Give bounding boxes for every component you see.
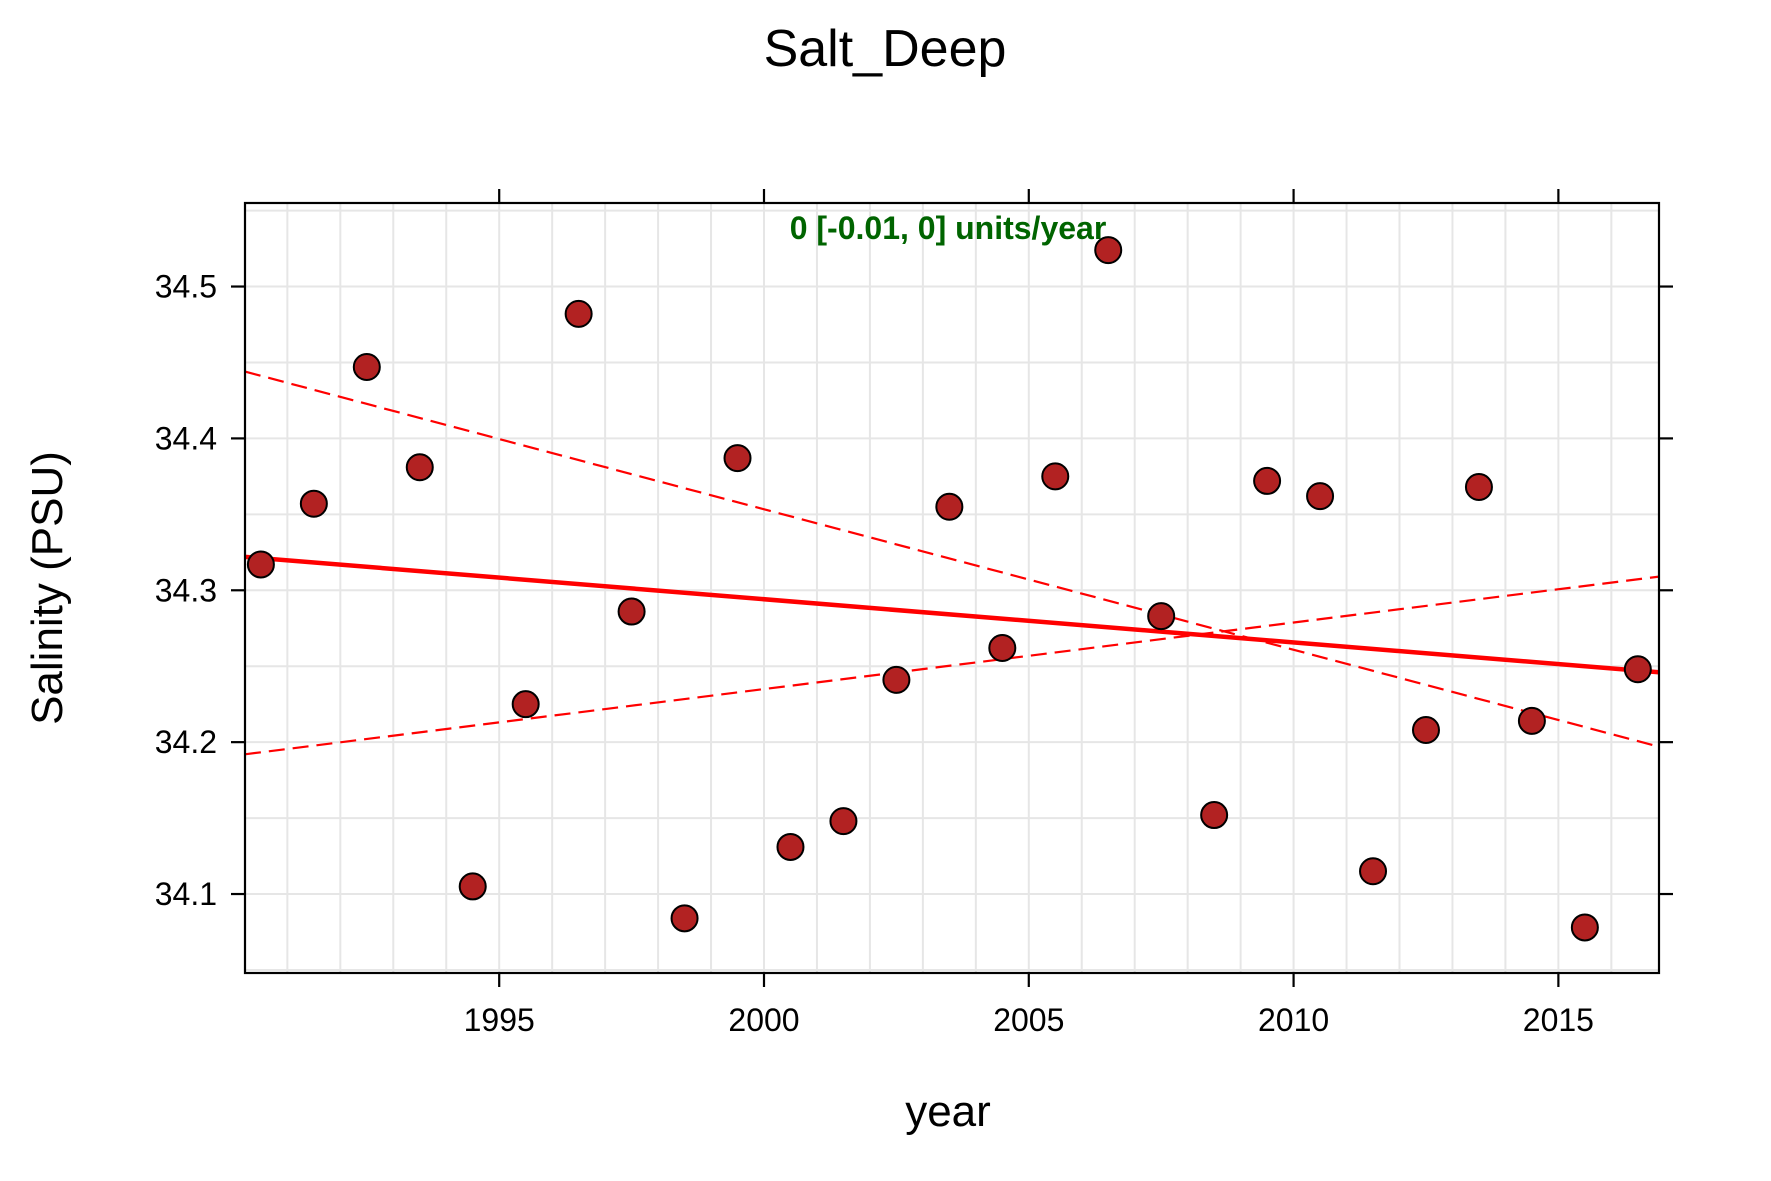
trend-line bbox=[244, 554, 1660, 675]
data-point bbox=[405, 453, 434, 482]
y-tick-label: 34.3 bbox=[155, 572, 217, 608]
data-points bbox=[246, 236, 1652, 942]
x-tick-label: 2010 bbox=[1258, 1002, 1329, 1038]
data-point bbox=[299, 489, 328, 518]
y-tick-label: 34.5 bbox=[155, 269, 217, 305]
data-point bbox=[1094, 236, 1123, 265]
data-point bbox=[352, 353, 381, 382]
data-point bbox=[670, 904, 699, 933]
data-point bbox=[1570, 913, 1599, 942]
chart-title: Salt_Deep bbox=[764, 20, 1007, 78]
data-point bbox=[723, 444, 752, 473]
ci-lower-line bbox=[244, 575, 1660, 756]
ci-upper-line bbox=[244, 370, 1660, 748]
data-point bbox=[511, 690, 540, 719]
data-point bbox=[1253, 466, 1282, 495]
data-point bbox=[935, 492, 964, 521]
data-point bbox=[1306, 482, 1335, 511]
y-tick-label: 34.1 bbox=[155, 876, 217, 912]
x-tick-label: 2000 bbox=[728, 1002, 799, 1038]
data-point bbox=[1411, 716, 1440, 745]
trend-annotation: 0 [-0.01, 0] units/year bbox=[790, 210, 1107, 246]
data-point bbox=[1464, 473, 1493, 502]
data-point bbox=[776, 832, 805, 861]
x-tick-label: 1995 bbox=[464, 1002, 535, 1038]
y-tick-label: 34.2 bbox=[155, 724, 217, 760]
axis-ticks: 1995 2000 2005 2010 2015 34.1 34.2 34.3 34.4 34.5 bbox=[155, 189, 1673, 1038]
y-tick-label: 34.4 bbox=[155, 420, 217, 456]
grid bbox=[245, 203, 1659, 973]
confidence-band bbox=[244, 370, 1660, 756]
data-point bbox=[988, 633, 1017, 662]
plot-frame bbox=[243, 201, 1661, 975]
data-point bbox=[1623, 655, 1652, 684]
data-point bbox=[1359, 857, 1388, 886]
y-axis-label: Salinity (PSU) bbox=[23, 451, 72, 725]
x-tick-label: 2005 bbox=[993, 1002, 1064, 1038]
data-point bbox=[882, 665, 911, 694]
data-point bbox=[564, 299, 593, 328]
data-point bbox=[1041, 462, 1070, 491]
data-point bbox=[1200, 801, 1229, 830]
x-axis-label: year bbox=[905, 1087, 991, 1136]
data-point bbox=[458, 872, 487, 901]
data-point bbox=[617, 597, 646, 626]
data-point bbox=[1147, 602, 1176, 631]
data-point bbox=[829, 807, 858, 836]
data-point bbox=[1517, 706, 1546, 735]
trend bbox=[244, 554, 1660, 675]
x-tick-label: 2015 bbox=[1523, 1002, 1594, 1038]
data-point bbox=[246, 550, 275, 579]
